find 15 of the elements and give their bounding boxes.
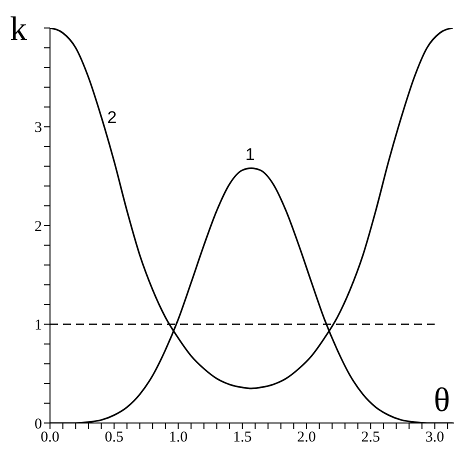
y-tick-label: 0	[34, 416, 42, 432]
y-tick-label: 2	[34, 218, 42, 235]
series-label: 1	[245, 145, 255, 164]
x-tick-label: 2.0	[297, 430, 316, 446]
series-label: 2	[107, 108, 117, 127]
x-tick-label: 0.0	[40, 430, 60, 446]
x-tick-label: 2.5	[361, 430, 380, 446]
y-tick-label: 1	[34, 318, 42, 334]
x-axis-title: θ	[434, 382, 450, 419]
y-tick-label: 3	[34, 120, 42, 136]
x-tick-label: 3.0	[425, 430, 444, 446]
x-tick-label: 0.5	[104, 430, 124, 446]
y-axis-title: k	[10, 11, 27, 48]
x-tick-label: 1.5	[233, 430, 252, 446]
x-tick-label: 1.0	[168, 430, 188, 446]
